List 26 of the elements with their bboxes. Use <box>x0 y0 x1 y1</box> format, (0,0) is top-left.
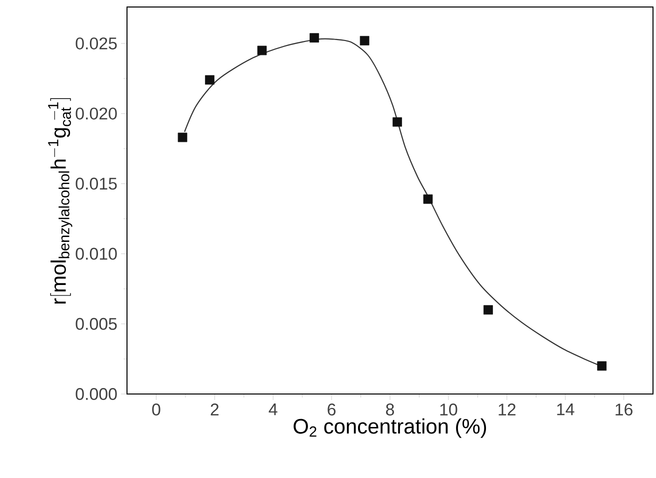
y-tick-label: 0.005 <box>76 318 117 330</box>
x-tick-label: 16 <box>616 404 632 416</box>
point <box>178 132 188 142</box>
x-tick-label: 8 <box>386 404 394 416</box>
point <box>597 361 607 371</box>
y-tick-label: 0.000 <box>76 388 117 400</box>
point <box>392 117 402 127</box>
x-tick-label: 4 <box>268 404 278 416</box>
point <box>423 194 433 204</box>
point <box>484 305 493 315</box>
x-tick-label: 14 <box>557 404 574 416</box>
x-tick-label: 0 <box>152 404 160 416</box>
point <box>205 75 214 85</box>
x-tick-label: 10 <box>440 404 458 416</box>
y-tick-label: 0.020 <box>76 108 117 120</box>
y-tick-label: 0.010 <box>76 248 117 260</box>
y-axis-title: $\mathrm{r[mol_{benzylalcohol}h^{-1}g_{cat}^{\ -1}]}$ <box>48 98 72 304</box>
x-tick-label: 12 <box>498 404 516 416</box>
point <box>360 36 370 46</box>
point <box>257 46 267 56</box>
point <box>310 33 319 43</box>
x-tick-label: 6 <box>328 404 336 416</box>
y-tick-label: 0.025 <box>76 37 117 50</box>
y-tick-label: 0.015 <box>76 178 117 190</box>
x-tick-label: 2 <box>210 404 219 416</box>
x-axis-title: O$_{2}$ concentration (%) <box>294 418 486 438</box>
